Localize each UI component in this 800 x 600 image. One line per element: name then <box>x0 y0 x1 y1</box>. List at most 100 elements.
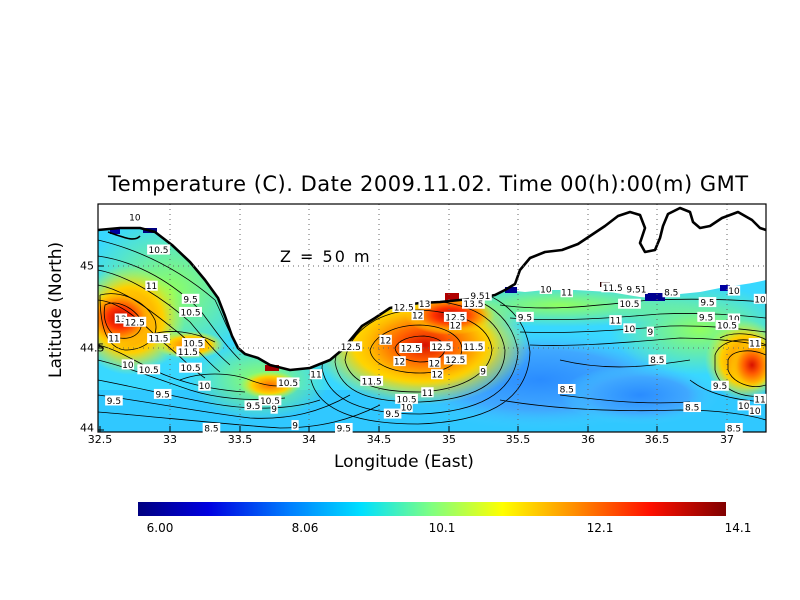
contour-label: 12 <box>431 371 442 381</box>
contour-label-bg <box>715 320 739 331</box>
contour-label-bg <box>179 362 202 373</box>
contour-label: 9.5 <box>337 425 351 435</box>
contour-label: 9 <box>647 328 653 338</box>
contour-label: 12 <box>380 336 391 346</box>
x-tick-label: 36.5 <box>644 433 670 446</box>
contour-label-bg <box>339 341 363 352</box>
x-tick-label: 34.5 <box>366 433 392 446</box>
contour-label-bg <box>429 341 453 352</box>
contour-label: 9.5 <box>156 390 170 400</box>
contour-label-bg <box>107 333 121 344</box>
contour-label-bg <box>147 244 170 255</box>
contour-label-bg <box>609 315 622 326</box>
contour-label: 9.5 <box>700 299 714 309</box>
contour-label: 10 <box>199 382 211 392</box>
colorbar-tick-label: 8.06 <box>291 521 319 535</box>
contour-label-bg <box>462 341 485 352</box>
contour-label-bg <box>727 285 741 296</box>
contour-label: 12 <box>394 358 405 368</box>
contour-label: 11.5 <box>362 377 382 387</box>
contour-label: 9.5 <box>713 382 727 392</box>
contour-label: 11 <box>310 371 321 381</box>
contour-label-bg <box>379 334 392 345</box>
contour-label: 13.5 <box>463 300 483 310</box>
contour-label: 10 <box>749 407 761 417</box>
contour-label: 10.5 <box>619 300 639 310</box>
contour-label: 10.5 <box>260 397 280 407</box>
contour-label-bg <box>392 302 416 312</box>
contour-label: 9.5 <box>183 295 197 305</box>
contour-label: 12.5 <box>394 304 414 314</box>
contour-label-bg <box>727 313 741 324</box>
plot-frame <box>97 203 767 433</box>
coastline <box>97 206 767 372</box>
contour-label: 10 <box>624 325 636 335</box>
contour-label: 10 <box>754 295 766 305</box>
contour-label-bg <box>625 283 648 294</box>
contour-label-bg <box>468 290 492 301</box>
contour-label-bg <box>145 280 158 291</box>
contour-label-bg <box>181 338 205 349</box>
y-tick-label: 45 <box>80 259 94 273</box>
contour-label: 12.5 <box>445 313 465 323</box>
contour-label: 9.5 <box>385 410 399 420</box>
depth-label: Z = 50 m <box>280 247 372 266</box>
chart-title: Temperature (C). Date 2009.11.02. Time 0… <box>108 172 749 196</box>
contour-label-bg <box>711 380 729 391</box>
contour-label: 11 <box>561 289 572 299</box>
contour-label-bg <box>697 311 715 322</box>
contour-label-bg <box>753 393 767 404</box>
contour-label-bg <box>309 369 323 380</box>
contour-label-bg <box>270 403 278 414</box>
contour-label-bg <box>618 298 641 309</box>
contour-label: 10.5 <box>717 322 737 332</box>
contour-label: 8.5 <box>204 425 218 435</box>
colorbar-tick-label: 14.1 <box>724 521 752 535</box>
contour-label-bg <box>753 293 767 304</box>
y-tick-label: 44.5 <box>80 341 105 355</box>
contour-label: 11.5 <box>148 335 168 345</box>
contour-label: 9.5 <box>246 402 260 412</box>
contour-label-bg <box>601 282 625 293</box>
contour-label: 10.5 <box>278 379 298 389</box>
contour-label-bg <box>176 346 200 357</box>
contour-label-bg <box>430 369 444 380</box>
contour-label: 10 <box>122 361 134 371</box>
contour-label: 8.5 <box>650 356 664 366</box>
contour-label-bg <box>291 420 299 431</box>
contour-label: 11.5 <box>463 343 483 353</box>
contour-label: 10.5 <box>181 364 201 374</box>
contour-label-bg <box>179 306 202 317</box>
contour-label-bg <box>258 395 282 406</box>
contour-label: 11 <box>610 317 621 327</box>
contour-label: 11 <box>108 335 119 345</box>
contour-label: 11.5 <box>178 348 198 358</box>
contour-label: 9.5 <box>107 397 121 407</box>
contour-label-bg <box>335 423 353 433</box>
contour-label: 13 <box>419 300 430 310</box>
contour-label-bg <box>244 400 263 411</box>
contour-label-bg <box>153 388 172 399</box>
contour-label-bg <box>646 326 654 337</box>
contour-label-bg <box>137 364 161 375</box>
contour-label: 12.5 <box>341 343 361 353</box>
contour-label: 9 <box>480 367 486 377</box>
contour-label: 11.5 <box>603 284 623 294</box>
contour-label: 10.5 <box>397 395 417 405</box>
contour-label-bg <box>123 316 147 327</box>
contour-label-bg <box>443 311 467 322</box>
contour-label-bg <box>428 357 441 368</box>
contour-label-bg <box>399 343 423 353</box>
contour-label: 9.5 <box>518 313 532 323</box>
contour-label: 11 <box>754 395 765 405</box>
contour-label: 9.51 <box>470 292 490 302</box>
contour-label: 9 <box>271 405 277 415</box>
contour-label: 12.5 <box>445 356 465 366</box>
contour-label: 9.51 <box>626 285 646 295</box>
colorbar-tick-label: 6.00 <box>146 521 174 535</box>
x-tick-label: 32.5 <box>87 433 113 446</box>
contour-label: 8.5 <box>727 425 741 435</box>
contour-label-bg <box>202 423 221 433</box>
